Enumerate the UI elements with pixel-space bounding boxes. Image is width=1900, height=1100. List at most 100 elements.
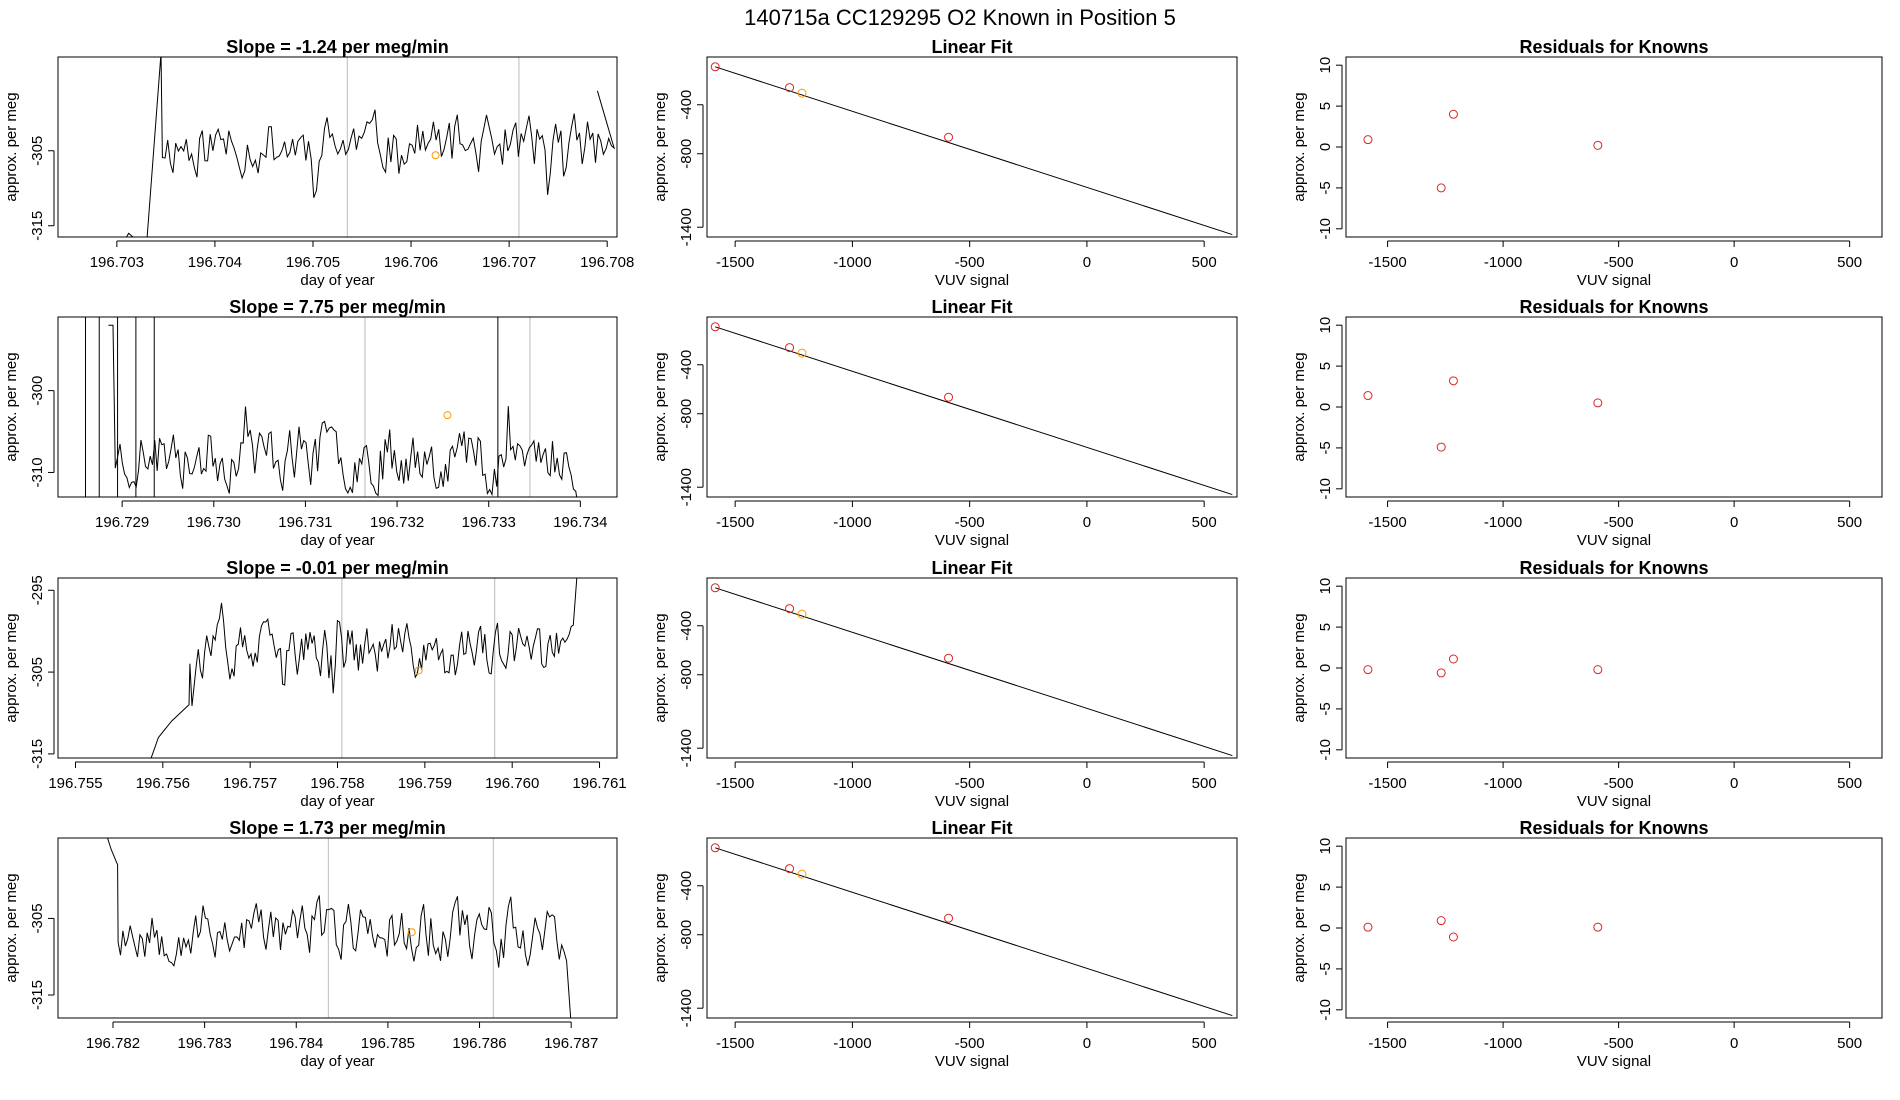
residual-chart-2-y-tick-label: 5 bbox=[1317, 362, 1334, 370]
series-chart-4-x-tick-label: 196.787 bbox=[544, 1035, 598, 1052]
residual-chart-2-x-tick-label: -500 bbox=[1604, 514, 1634, 531]
fit-chart-3-title: Linear Fit bbox=[931, 558, 1012, 578]
fit-chart-4-x-tick-label: -1000 bbox=[833, 1035, 871, 1052]
series-chart-4-x-tick-label: 196.784 bbox=[269, 1035, 323, 1052]
residual-chart-3-xlabel: VUV signal bbox=[1577, 793, 1651, 810]
fit-chart-1-point bbox=[797, 88, 807, 98]
series-chart-4-y-tick-label: -315 bbox=[29, 980, 46, 1010]
residual-chart-3-x-tick-label: -1000 bbox=[1484, 775, 1522, 792]
fit-chart-2-fit-line bbox=[715, 326, 1233, 496]
fit-chart-4-x-tick-label: -500 bbox=[955, 1035, 985, 1052]
fit-chart-2-title: Linear Fit bbox=[931, 297, 1012, 317]
series-chart-1-frame bbox=[57, 56, 618, 238]
residual-chart-1-x-tick-label: 500 bbox=[1837, 254, 1862, 271]
residual-chart-2-frame bbox=[1345, 316, 1883, 498]
residual-chart-4-x-tick-label: 0 bbox=[1730, 1035, 1738, 1052]
series-chart-3-x-tick-label: 196.760 bbox=[485, 775, 539, 792]
fit-chart-2-ylabel: approx. per meg bbox=[652, 352, 669, 461]
series-chart-3-y-tick-label: -305 bbox=[29, 657, 46, 687]
series-chart-4-frame bbox=[57, 837, 618, 1019]
fit-chart-3-x-tick-label: -1500 bbox=[716, 775, 754, 792]
residual-chart-1-x-tick-label: -1000 bbox=[1484, 254, 1522, 271]
series-chart-2-x-tick-label: 196.734 bbox=[553, 514, 607, 531]
fit-chart-1-x-tick-label: 500 bbox=[1192, 254, 1217, 271]
residual-chart-2-y-tick-label: -10 bbox=[1317, 478, 1334, 500]
fit-chart-2-y-tick-label: -1400 bbox=[678, 468, 695, 506]
series-chart-4-x-tick-label: 196.786 bbox=[452, 1035, 506, 1052]
residual-chart-3-frame bbox=[1345, 577, 1883, 759]
residual-chart-4-x-tick-label: -1000 bbox=[1484, 1035, 1522, 1052]
fit-chart-4-y-tick-label: -1400 bbox=[678, 989, 695, 1027]
figure-title: 140715a CC129295 O2 Known in Position 5 bbox=[744, 5, 1176, 30]
series-chart-1-series-line bbox=[125, 57, 616, 237]
panels: 196.703 196.704 196.705 196.706 196.707 196.7… bbox=[3, 37, 1883, 1070]
residual-chart-3-y-tick-label: -5 bbox=[1317, 702, 1334, 715]
fit-chart-4-y-tick-label: -400 bbox=[678, 871, 695, 901]
fit-chart-1-y-tick-label: -1400 bbox=[678, 208, 695, 246]
residual-chart-4-ylabel: approx. per meg bbox=[1291, 873, 1308, 982]
residual-chart-1-point bbox=[1363, 135, 1373, 145]
series-chart-2-ylabel: approx. per meg bbox=[3, 352, 20, 461]
fit-chart-1-x-tick-label: -1500 bbox=[716, 254, 754, 271]
series-chart-1-ylabel: approx. per meg bbox=[3, 92, 20, 201]
residual-chart-3-point bbox=[1363, 665, 1373, 675]
residual-chart-4-point bbox=[1593, 922, 1603, 932]
residual-chart-2-point bbox=[1593, 398, 1603, 408]
residual-chart-4-point bbox=[1436, 916, 1446, 926]
series-chart-1-plot-area bbox=[125, 57, 616, 237]
residual-chart-1-y-tick-label: 10 bbox=[1317, 57, 1334, 74]
fit-chart-2-x-tick-label: 0 bbox=[1083, 514, 1091, 531]
residual-chart-2-x-tick-label: 500 bbox=[1837, 514, 1862, 531]
series-chart-1-xlabel: day of year bbox=[300, 272, 374, 289]
series-chart-2-plot-area bbox=[84, 317, 578, 497]
series-chart-2-series-line bbox=[108, 324, 578, 497]
series-chart-1-x-tick-label: 196.708 bbox=[580, 254, 634, 271]
residual-chart-3: -1500 -1000 -500 0 500 10 5 0 -5 -10 Residuals for… bbox=[1291, 558, 1883, 810]
series-chart-4-plot-area bbox=[106, 838, 572, 1018]
residual-chart-1-title: Residuals for Knowns bbox=[1519, 37, 1708, 57]
residual-chart-4-x-tick-label: 500 bbox=[1837, 1035, 1862, 1052]
residual-chart-3-point bbox=[1448, 654, 1458, 664]
fit-chart-2-x-tick-label: -1500 bbox=[716, 514, 754, 531]
residual-chart-4-y-tick-label: 0 bbox=[1317, 924, 1334, 932]
residual-chart-1-y-tick-label: -5 bbox=[1317, 181, 1334, 194]
fit-chart-2-x-tick-label: 500 bbox=[1192, 514, 1217, 531]
series-chart-4-ylabel: approx. per meg bbox=[3, 873, 20, 982]
series-chart-3: 196.755 196.756 196.757 196.758 196.759 196.7… bbox=[3, 558, 627, 810]
fit-chart-2-x-tick-label: -1000 bbox=[833, 514, 871, 531]
fit-chart-1-ylabel: approx. per meg bbox=[652, 92, 669, 201]
series-chart-3-x-tick-label: 196.758 bbox=[310, 775, 364, 792]
residual-chart-2-x-tick-label: 0 bbox=[1730, 514, 1738, 531]
residual-chart-1-y-tick-label: 5 bbox=[1317, 102, 1334, 110]
fit-chart-1-y-tick-label: -800 bbox=[678, 139, 695, 169]
residual-chart-1-xlabel: VUV signal bbox=[1577, 272, 1651, 289]
series-chart-4-x-tick-label: 196.782 bbox=[86, 1035, 140, 1052]
series-chart-2-x-tick-label: 196.731 bbox=[278, 514, 332, 531]
residual-chart-4-y-tick-label: -10 bbox=[1317, 999, 1334, 1021]
series-chart-3-x-tick-label: 196.756 bbox=[136, 775, 190, 792]
fit-chart-2-y-tick-label: -800 bbox=[678, 399, 695, 429]
fit-chart-1-frame bbox=[706, 56, 1238, 238]
series-chart-3-title: Slope = -0.01 per meg/min bbox=[226, 558, 449, 578]
series-chart-1-title: Slope = -1.24 per meg/min bbox=[226, 37, 449, 57]
fit-chart-4-x-tick-label: 0 bbox=[1083, 1035, 1091, 1052]
fit-chart-3-x-tick-label: -500 bbox=[955, 775, 985, 792]
series-chart-1-x-tick-label: 196.707 bbox=[482, 254, 536, 271]
fit-chart-3-xlabel: VUV signal bbox=[935, 793, 1009, 810]
series-chart-4-title: Slope = 1.73 per meg/min bbox=[229, 818, 446, 838]
residual-chart-1-frame bbox=[1345, 56, 1883, 238]
residual-chart-2: -1500 -1000 -500 0 500 10 5 0 -5 -10 Residuals for… bbox=[1291, 297, 1883, 549]
fit-chart-2-point bbox=[785, 343, 795, 353]
fit-chart-2: -1500 -1000 -500 0 500 -400 -800 -1400 Linear Fi… bbox=[652, 297, 1238, 549]
residual-chart-2-xlabel: VUV signal bbox=[1577, 532, 1651, 549]
residual-chart-1-x-tick-label: -500 bbox=[1604, 254, 1634, 271]
residual-chart-4-frame bbox=[1345, 837, 1883, 1019]
residual-chart-1-y-tick-label: -10 bbox=[1317, 218, 1334, 240]
fit-chart-2-point bbox=[710, 322, 720, 332]
series-chart-1-x-tick-label: 196.706 bbox=[384, 254, 438, 271]
fit-chart-4: -1500 -1000 -500 0 500 -400 -800 -1400 Linear Fi… bbox=[652, 818, 1238, 1070]
fit-chart-1: -1500 -1000 -500 0 500 -400 -800 -1400 Linear Fi… bbox=[652, 37, 1238, 289]
residual-chart-1-ylabel: approx. per meg bbox=[1291, 92, 1308, 201]
fit-chart-2-y-tick-label: -400 bbox=[678, 350, 695, 380]
